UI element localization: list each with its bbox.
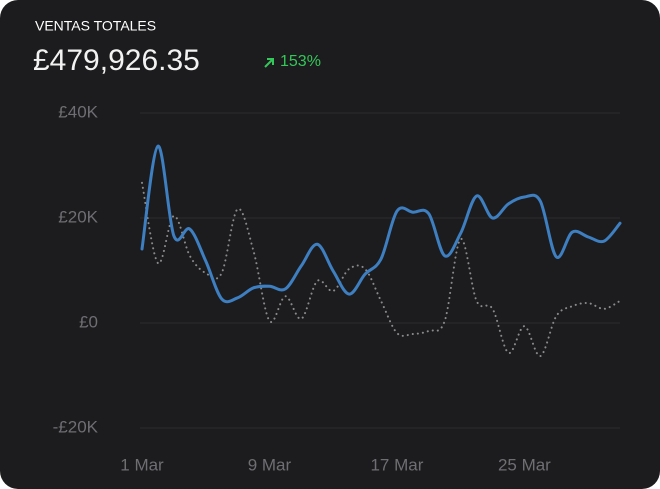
up-arrow: [264, 58, 274, 68]
y-tick-label: £20K: [58, 207, 98, 226]
sales-line: [140, 144, 622, 304]
x-tick-label: 9 Mar: [248, 455, 292, 474]
total-value: £479,926.35: [33, 44, 200, 77]
card-title: VENTAS TOTALES: [35, 18, 156, 34]
x-tick-label: 17 Mar: [370, 455, 423, 474]
y-tick-label: £40K: [58, 102, 98, 121]
y-tick-label: -£20K: [53, 417, 99, 436]
x-tick-label: 25 Mar: [498, 455, 551, 474]
change-value: 153%: [280, 53, 321, 70]
x-tick-label: 1 Mar: [120, 455, 164, 474]
comparison-line: [141, 181, 621, 358]
y-tick-label: £0: [79, 312, 98, 331]
